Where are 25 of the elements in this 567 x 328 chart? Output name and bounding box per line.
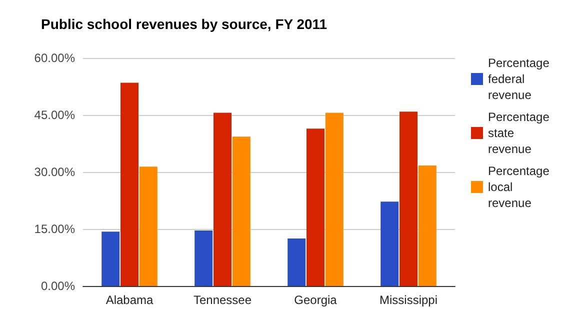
x-tick-label: Georgia xyxy=(294,293,338,307)
bar xyxy=(139,166,158,286)
bar xyxy=(418,166,436,286)
bar xyxy=(400,112,418,286)
legend-label: Percentage federal revenue xyxy=(488,56,553,102)
bar xyxy=(288,238,306,286)
x-tick-label: Mississippi xyxy=(379,293,438,307)
legend-label: Percentage local revenue xyxy=(488,164,553,210)
x-tick-label: Alabama xyxy=(106,293,154,307)
bar xyxy=(102,232,120,286)
y-tick-label: 60.00% xyxy=(34,51,76,65)
bar xyxy=(380,202,399,286)
y-tick-label: 30.00% xyxy=(34,165,76,179)
chart-title: Public school revenues by source, FY 2011 xyxy=(41,16,328,32)
x-tick-label: Tennessee xyxy=(193,293,252,307)
bar xyxy=(194,230,213,286)
y-tick-label: 0.00% xyxy=(40,279,76,293)
bar xyxy=(120,82,138,286)
bar xyxy=(214,112,232,286)
bar xyxy=(306,128,324,286)
bar xyxy=(232,136,250,286)
bar xyxy=(325,112,344,286)
y-tick-label: 15.00% xyxy=(34,222,76,236)
legend-label: Percentage state revenue xyxy=(488,110,553,156)
y-tick-label: 45.00% xyxy=(34,108,76,122)
